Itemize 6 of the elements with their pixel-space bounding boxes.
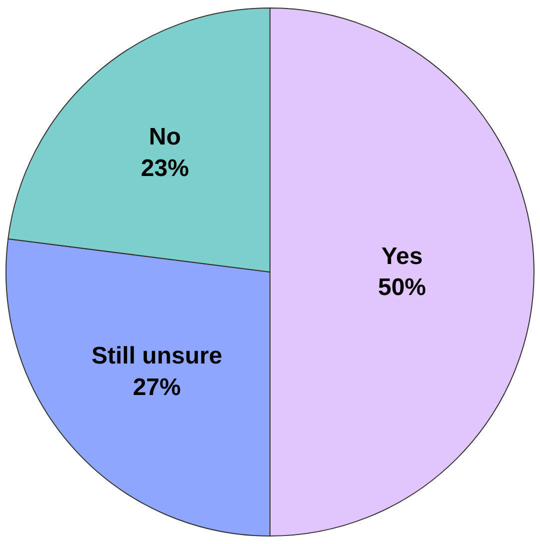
slice-label: No — [148, 124, 181, 151]
data-label: 50% — [378, 274, 426, 302]
data-label: 27% — [132, 374, 181, 401]
data-label: 23% — [140, 154, 189, 182]
slice-label: Yes — [381, 242, 423, 270]
slice-label: Still unsure — [92, 342, 222, 370]
